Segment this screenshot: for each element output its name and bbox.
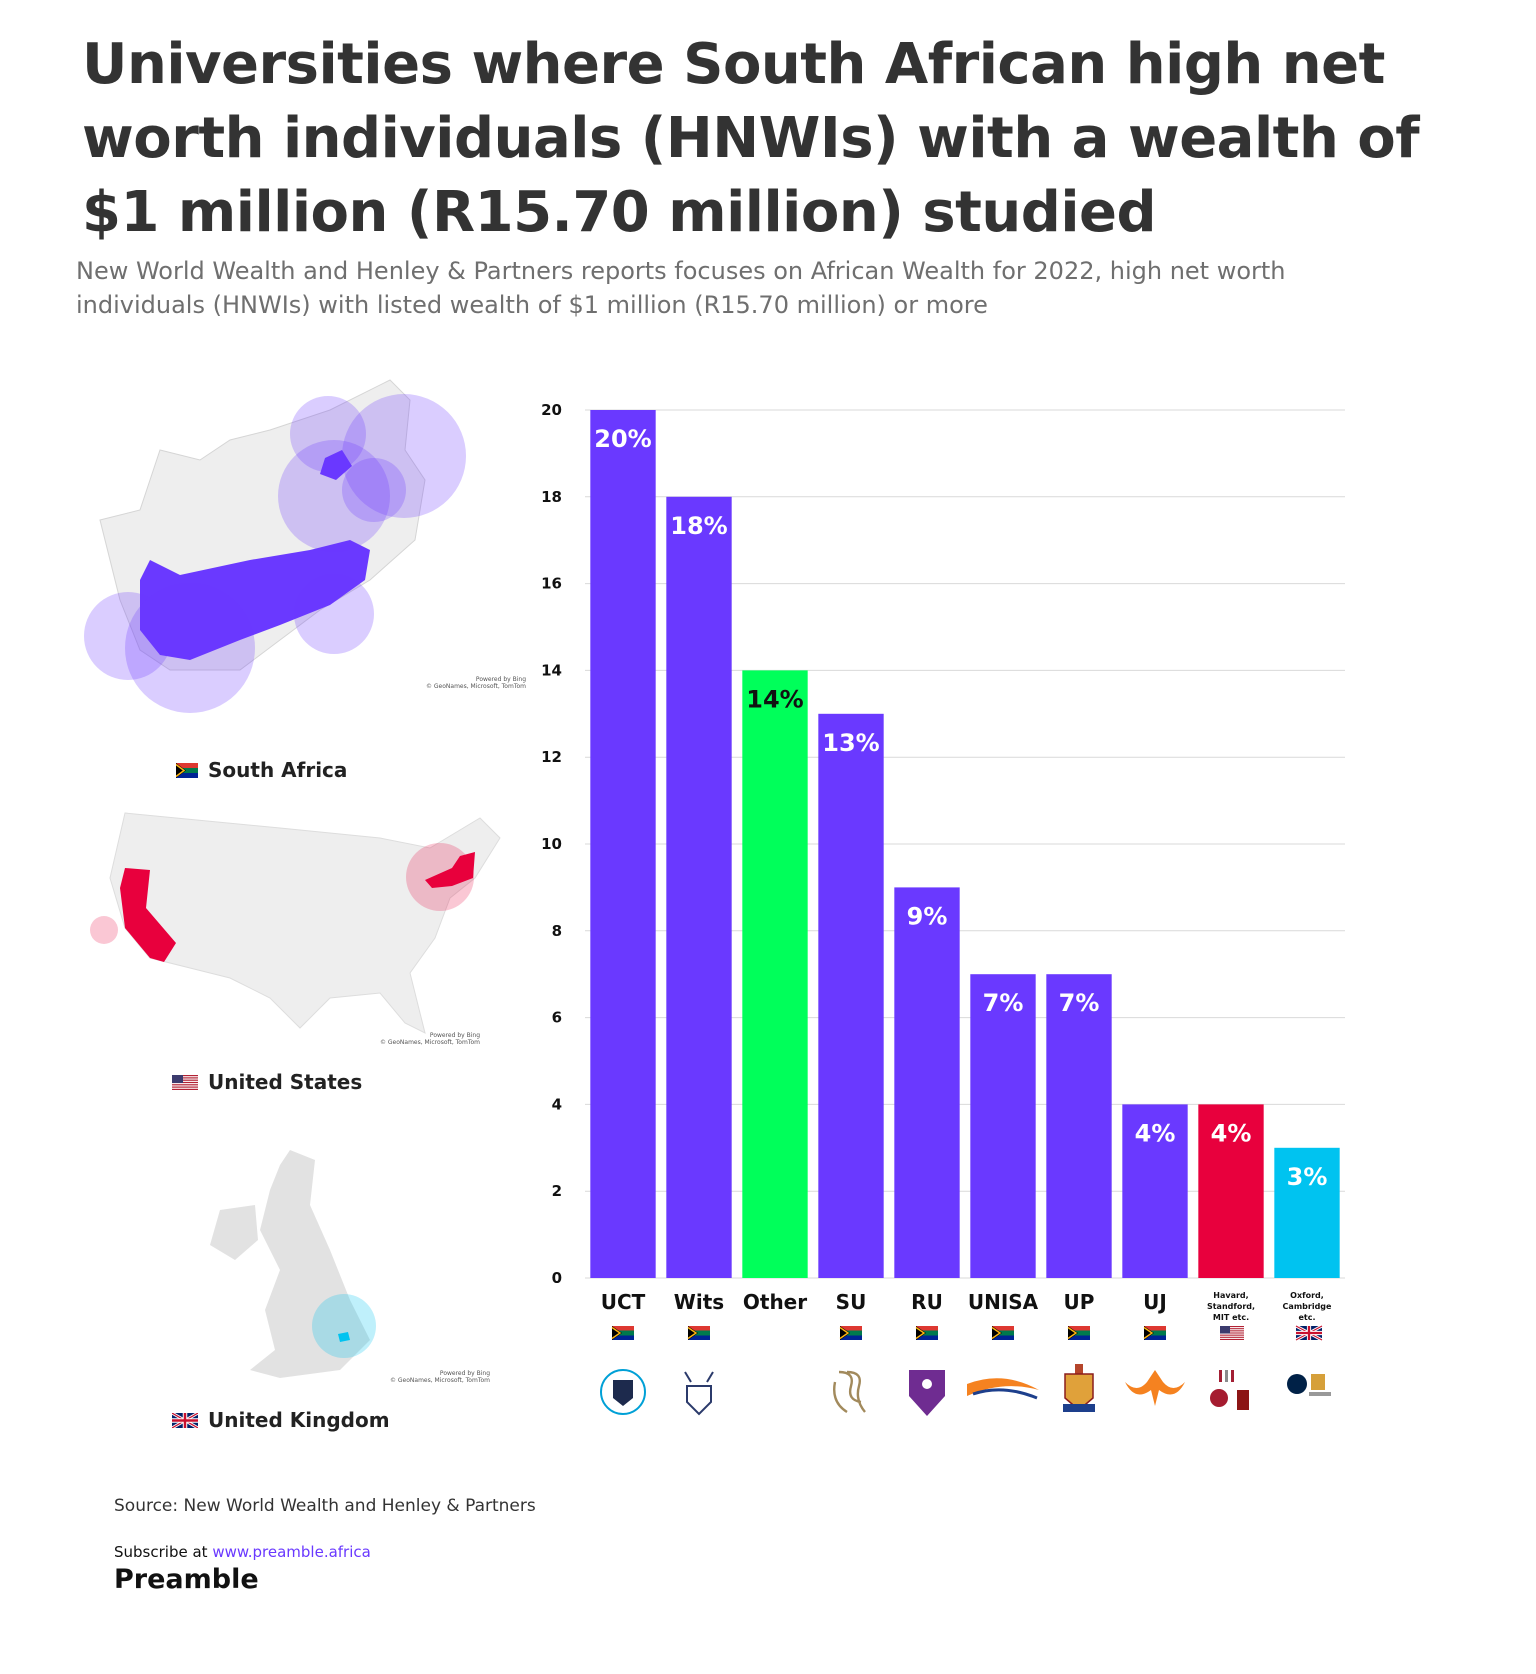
su-logo-icon [833,1370,866,1414]
map-south-africa: Powered by Bing © GeoNames, Microsoft, To… [80,370,550,790]
category-label: RU [911,1290,943,1314]
chart-title: Universities where South African high ne… [82,32,1420,245]
za-flag-icon [1067,1326,1090,1340]
y-tick-label: 20 [541,401,562,419]
data-label: 9% [907,902,948,930]
category-label: Wits [674,1290,724,1314]
south-africa-map [84,379,466,713]
za-flag-icon [915,1326,938,1340]
subscribe-prefix: Subscribe at [114,1543,213,1561]
bar [894,887,960,1278]
bar [742,670,808,1278]
uk-flag-icon [172,1412,198,1428]
data-label: 18% [670,512,727,540]
subscribe-line: Subscribe at www.preamble.africa [114,1543,371,1561]
source-note: Source: New World Wealth and Henley & Pa… [114,1496,536,1516]
y-tick-label: 2 [552,1182,562,1200]
us-universities-logo-icon [1210,1370,1249,1410]
y-tick-label: 14 [541,661,562,679]
category-label: SU [836,1290,867,1314]
chart-subtitle: New World Wealth and Henley & Partners r… [76,257,1286,319]
bar [1122,1104,1188,1278]
data-label: 20% [594,425,651,453]
bar [666,496,732,1278]
us-flag-icon [172,1074,198,1090]
up-logo-icon [1063,1364,1095,1412]
bar [1046,974,1112,1278]
bar [1198,1104,1264,1278]
subscribe-link[interactable]: www.preamble.africa [212,1543,371,1561]
za-flag-icon [176,762,198,778]
uct-logo-icon [600,1369,646,1415]
united-kingdom-map [210,1150,376,1378]
category-label: UJ [1143,1290,1167,1314]
data-label: 14% [746,685,803,713]
data-label: 13% [822,729,879,757]
data-label: 4% [1135,1119,1176,1147]
wits-logo-icon [684,1371,714,1416]
data-label: 7% [1059,989,1100,1017]
za-flag-icon [991,1326,1014,1340]
y-tick-label: 18 [541,488,562,506]
y-tick-label: 10 [541,835,562,853]
us-flag-icon [1220,1326,1244,1340]
country-label-south-africa: South Africa [176,758,347,782]
data-label: 7% [983,989,1024,1017]
za-flag-icon [687,1326,710,1340]
category-label: UP [1064,1290,1095,1314]
map-united-kingdom: Powered by Bing © GeoNames, Microsoft, To… [80,1110,550,1440]
y-tick-label: 6 [552,1009,562,1027]
category-label: UNISA [968,1290,1039,1314]
map-attribution: Powered by Bing © GeoNames, Microsoft, To… [425,676,526,690]
brand-name: Preamble [114,1564,259,1595]
unisa-logo-icon [967,1378,1039,1400]
uk-universities-logo-icon [1287,1374,1331,1396]
za-flag-icon [1143,1326,1166,1340]
y-tick-label: 12 [541,748,562,766]
uk-flag-icon [1295,1324,1323,1342]
category-label: Havard, Standford, MIT etc. [1207,1291,1255,1322]
za-flag-icon [839,1326,862,1340]
data-label: 4% [1211,1119,1252,1147]
category-label: Oxford, Cambridge etc. [1283,1291,1332,1322]
y-tick-label: 4 [552,1095,562,1113]
data-label: 3% [1287,1163,1328,1191]
bar [818,713,884,1278]
map-united-states: Powered by Bing © GeoNames, Microsoft, To… [80,808,550,1108]
category-label: Other [743,1290,807,1314]
united-states-map [90,812,501,1034]
y-tick-label: 16 [541,575,562,593]
za-flag-icon [611,1326,634,1340]
bar [1274,1147,1340,1278]
country-label-united-kingdom: United Kingdom [172,1408,390,1432]
ru-logo-icon [909,1370,945,1416]
y-tick-label: 8 [552,922,562,940]
bar [590,410,656,1278]
map-attribution: Powered by Bing © GeoNames, Microsoft, To… [379,1032,480,1046]
country-label-united-states: United States [172,1070,362,1094]
map-attribution: Powered by Bing © GeoNames, Microsoft, To… [389,1370,490,1384]
category-label: UCT [601,1290,646,1314]
y-tick-label: 0 [552,1269,562,1287]
uj-logo-icon [1125,1370,1185,1406]
bar [970,974,1036,1278]
bar-chart: 0 2 4 6 8 10 12 14 16 18 20 20% UCT 18% Wits 14% Other 13… [541,401,1345,1416]
